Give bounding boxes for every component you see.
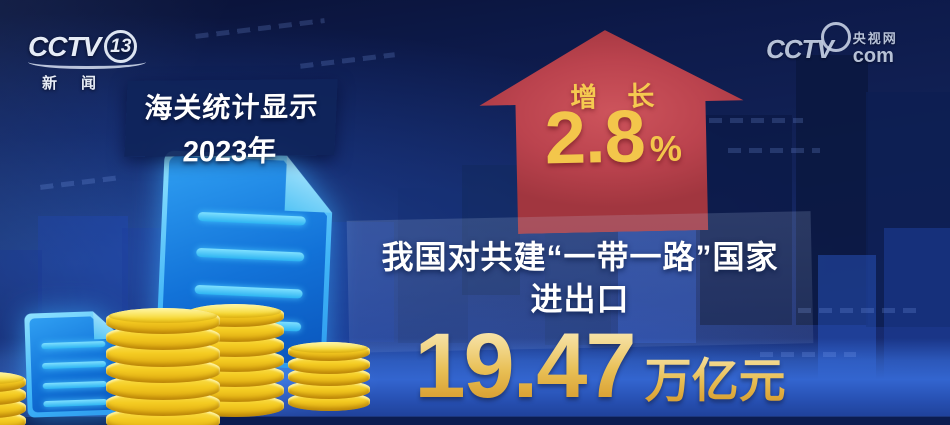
headline: 我国对共建“一带一路”国家 进出口: [330, 236, 830, 320]
coin-stack-icon: [106, 308, 220, 425]
coin: [0, 372, 26, 393]
amount-unit: 万亿元: [645, 342, 786, 411]
coin-stack-icon: [288, 342, 370, 412]
channel-number-badge: 13: [104, 30, 138, 63]
coin-stack-icon: [0, 372, 26, 425]
watermark-domain: com: [852, 44, 894, 67]
building-silhouette: [462, 165, 520, 295]
badge-source-text: 海关统计显示: [143, 91, 320, 124]
cctv13-logo: CCTV 13 新闻: [28, 30, 146, 93]
bg-data-glyphs: [760, 352, 856, 357]
stats-source-badge: 海关统计显示 2023年: [124, 79, 338, 168]
watermark-site-name: 央视网: [852, 31, 898, 46]
coin: [106, 308, 220, 334]
cctv-brand-text: CCTV: [28, 30, 101, 62]
headline-line2: 进出口: [530, 281, 630, 317]
coin-top-face: [0, 373, 24, 384]
building-silhouette: [700, 115, 792, 325]
amount-figure: 19.47 万亿元: [330, 320, 870, 412]
bg-data-glyphs: [688, 118, 803, 123]
cctv-com-watermark: CCTV 央视网 com: [766, 22, 898, 67]
coin-top-face: [290, 342, 368, 354]
badge-year-text: 2023年: [182, 135, 277, 169]
headline-line1: 我国对共建“一带一路”国家: [381, 239, 779, 275]
watermark-ring-icon: [820, 22, 851, 53]
bg-data-glyphs: [798, 308, 918, 313]
coin: [288, 342, 370, 362]
building-silhouette: [398, 188, 468, 343]
channel-name-text: 新闻: [42, 75, 121, 92]
bg-data-glyphs: [728, 148, 820, 153]
bottom-strip: [0, 416, 950, 425]
amount-value: 19.47: [414, 315, 636, 417]
coin-top-face: [109, 309, 217, 324]
logo-swoosh: [28, 55, 146, 69]
